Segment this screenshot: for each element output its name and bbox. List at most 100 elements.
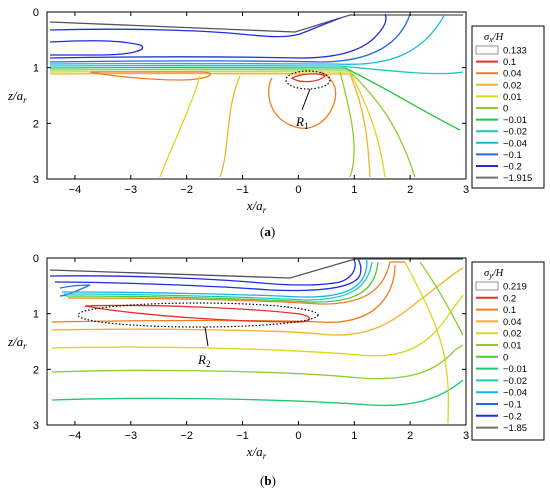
contour-b-blue-1 <box>49 261 356 286</box>
y-tick-label: 3 <box>33 420 39 432</box>
region-r1-label: R1 <box>295 114 308 131</box>
panel-b-frame <box>46 257 467 426</box>
legend-label: −0.01 <box>503 364 527 375</box>
contour-a-orange-left <box>89 71 212 81</box>
legend-label: 0.1 <box>503 57 516 68</box>
legend-label: 0.02 <box>503 80 522 91</box>
panel-a-axes: −4 −3 −2 −1 0 1 2 3 0 1 2 3 x/ar z/ar <box>7 7 469 215</box>
x-axis-label: x/ar <box>246 198 267 215</box>
caption-a: (a) <box>260 224 275 239</box>
contour-a-lgreen-lobe <box>339 71 355 178</box>
panel-a-frame <box>46 11 467 180</box>
contour-a-yellow-2 <box>49 72 371 178</box>
x-tick-label: −4 <box>69 184 82 196</box>
legend-label: 0.02 <box>503 329 522 340</box>
y-tick-label: 2 <box>33 364 39 376</box>
contour-b-yellow-right <box>404 261 450 424</box>
contour-b-green-2 <box>51 379 464 407</box>
x-tick-label: −2 <box>180 430 193 442</box>
contour-a-lgreen-1 <box>49 68 416 178</box>
legend-label: −0.1 <box>503 400 522 411</box>
contour-a-orange-lobe <box>268 71 337 129</box>
contour-a-yellow-lobe <box>219 75 241 178</box>
legend-label: 0 <box>503 104 508 115</box>
legend-label: −0.2 <box>503 162 522 173</box>
contour-b-blue-3 <box>59 284 91 297</box>
contour-b-teal <box>63 261 373 301</box>
contour-a-red <box>290 73 326 83</box>
legend-a-items: 0.1330.10.040.020.010−0.01−0.02−0.04−0.1… <box>475 45 532 184</box>
legend-swatch-box <box>475 281 499 291</box>
region-r2-ellipse <box>77 302 319 328</box>
contour-b-blue-2 <box>54 258 362 292</box>
legend-label: −0.04 <box>503 388 527 399</box>
contour-a-blue-1 <box>49 17 341 38</box>
y-axis-label: z/ar <box>7 88 27 105</box>
legend-label: −1.915 <box>503 173 532 184</box>
y-tick-label: 1 <box>33 63 39 75</box>
legend-label: 0.01 <box>503 92 522 103</box>
x-tick-label: 0 <box>295 430 301 442</box>
panel-a-contours <box>49 13 464 178</box>
contour-b-cyan <box>61 258 368 298</box>
legend-b-title: σy/H <box>484 268 505 280</box>
contour-a-teal-1 <box>49 64 464 75</box>
legend-b-items: 0.2190.20.10.040.020.010−0.01−0.02−0.04−… <box>475 281 527 434</box>
legend-label: −0.02 <box>503 376 527 387</box>
y-tick-label: 2 <box>33 118 39 130</box>
legend-label: −0.01 <box>503 115 527 126</box>
x-tick-label: 2 <box>407 184 413 196</box>
x-tick-label: 3 <box>463 430 469 442</box>
y-axis-label: z/ar <box>7 334 27 351</box>
legend-label: −0.02 <box>503 127 527 138</box>
legend-label: 0.1 <box>503 305 516 316</box>
y-tick-label: 3 <box>33 174 39 186</box>
contour-a-blue-4 <box>49 13 411 63</box>
x-axis-label: x/ar <box>246 444 267 461</box>
x-tick-label: −2 <box>180 184 193 196</box>
legend-label: −0.2 <box>503 411 522 422</box>
region-r1-leader <box>301 88 311 111</box>
legend-label: −0.04 <box>503 138 527 149</box>
contour-b-red <box>84 304 311 323</box>
contour-b-yellow-1 <box>51 267 464 336</box>
legend-label: 0.01 <box>503 341 522 352</box>
legend-label: 0 <box>503 352 508 363</box>
contour-a-surface <box>49 14 463 33</box>
contour-b-lgreen-1 <box>51 344 464 380</box>
y-tick-label: 0 <box>33 253 39 265</box>
legend-label: 0.04 <box>503 69 522 80</box>
x-tick-label: −3 <box>125 184 138 196</box>
legend-b-box <box>471 261 545 441</box>
x-tick-label: −3 <box>125 430 138 442</box>
panel-b-axes: −4 −3 −2 −1 0 1 2 3 0 1 2 3 x/ar z/ar <box>7 253 469 461</box>
contour-a-cyan-1 <box>49 13 446 65</box>
legend-a-title: σx/H <box>484 32 505 44</box>
legend-label: 0.219 <box>503 282 527 293</box>
caption-b: (b) <box>260 473 276 488</box>
y-tick-label: 1 <box>33 309 39 321</box>
x-tick-label: 1 <box>351 184 357 196</box>
region-r2-leader <box>204 326 209 347</box>
contour-a-green-1 <box>49 66 461 131</box>
region-r2-label: R2 <box>197 352 210 369</box>
contour-b-yellow-2 <box>51 294 464 357</box>
contour-b-surface <box>49 258 463 279</box>
region-r1-ellipse <box>285 70 331 90</box>
contour-b-green <box>65 261 379 303</box>
contour-a-blue-3 <box>49 13 387 59</box>
legend-swatch-box <box>475 45 499 55</box>
contour-a-blue-2 <box>49 40 144 56</box>
legend-label: 0.133 <box>503 46 527 57</box>
x-tick-label: −1 <box>236 184 249 196</box>
panel-b-contours <box>49 258 464 424</box>
legend-label: 0.2 <box>503 293 516 304</box>
legend-label: −1.85 <box>503 423 527 434</box>
contour-b-orange-1 <box>67 261 405 305</box>
x-tick-label: 0 <box>295 184 301 196</box>
x-tick-label: 1 <box>351 430 357 442</box>
x-tick-label: −4 <box>69 430 82 442</box>
x-tick-label: −1 <box>236 430 249 442</box>
